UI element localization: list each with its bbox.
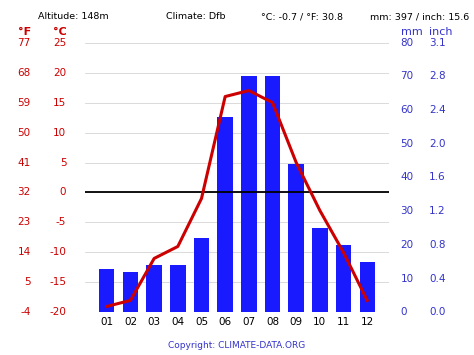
Text: °F: °F: [18, 27, 31, 37]
Text: 0: 0: [60, 187, 66, 197]
Bar: [336, 245, 351, 312]
Bar: [218, 117, 233, 312]
Text: -10: -10: [49, 247, 66, 257]
Text: 20: 20: [401, 240, 414, 250]
Text: -15: -15: [49, 277, 66, 288]
Text: -5: -5: [56, 218, 66, 228]
Text: 3.1: 3.1: [429, 38, 446, 48]
Text: 23: 23: [18, 218, 31, 228]
Text: 30: 30: [401, 206, 414, 216]
Text: 15: 15: [53, 98, 66, 108]
Text: 2.4: 2.4: [429, 105, 446, 115]
Text: 68: 68: [18, 67, 31, 78]
Text: 1.2: 1.2: [429, 206, 446, 216]
Text: 41: 41: [18, 158, 31, 168]
Text: 70: 70: [401, 71, 414, 81]
Bar: [289, 164, 304, 312]
Text: 40: 40: [401, 173, 414, 182]
Text: °C: °C: [53, 27, 66, 37]
Text: 14: 14: [18, 247, 31, 257]
Text: Altitude: 148m: Altitude: 148m: [38, 12, 109, 21]
Bar: [359, 262, 375, 312]
Bar: [99, 268, 115, 312]
Text: -20: -20: [49, 307, 66, 317]
Text: 0.4: 0.4: [429, 274, 446, 284]
Text: 32: 32: [18, 187, 31, 197]
Bar: [241, 76, 256, 312]
Text: 60: 60: [401, 105, 414, 115]
Text: °C: -0.7 / °F: 30.8: °C: -0.7 / °F: 30.8: [261, 12, 343, 21]
Text: 2.0: 2.0: [429, 139, 446, 149]
Text: 5: 5: [24, 277, 31, 288]
Text: 2.8: 2.8: [429, 71, 446, 81]
Text: 50: 50: [401, 139, 414, 149]
Text: 50: 50: [18, 127, 31, 137]
Text: -4: -4: [20, 307, 31, 317]
Bar: [170, 265, 185, 312]
Text: mm: mm: [401, 27, 422, 37]
Bar: [123, 272, 138, 312]
Text: 0.0: 0.0: [429, 307, 446, 317]
Bar: [312, 228, 328, 312]
Text: 77: 77: [18, 38, 31, 48]
Text: 5: 5: [60, 158, 66, 168]
Text: mm: 397 / inch: 15.6: mm: 397 / inch: 15.6: [370, 12, 469, 21]
Bar: [265, 76, 280, 312]
Text: 59: 59: [18, 98, 31, 108]
Bar: [194, 238, 209, 312]
Text: 25: 25: [53, 38, 66, 48]
Bar: [146, 265, 162, 312]
Text: 80: 80: [401, 38, 414, 48]
Text: 1.6: 1.6: [429, 173, 446, 182]
Text: 20: 20: [53, 67, 66, 78]
Text: Copyright: CLIMATE-DATA.ORG: Copyright: CLIMATE-DATA.ORG: [168, 341, 306, 350]
Text: inch: inch: [429, 27, 453, 37]
Text: Climate: Dfb: Climate: Dfb: [166, 12, 226, 21]
Text: 10: 10: [401, 274, 414, 284]
Text: 0: 0: [401, 307, 407, 317]
Text: 10: 10: [53, 127, 66, 137]
Text: 0.8: 0.8: [429, 240, 446, 250]
